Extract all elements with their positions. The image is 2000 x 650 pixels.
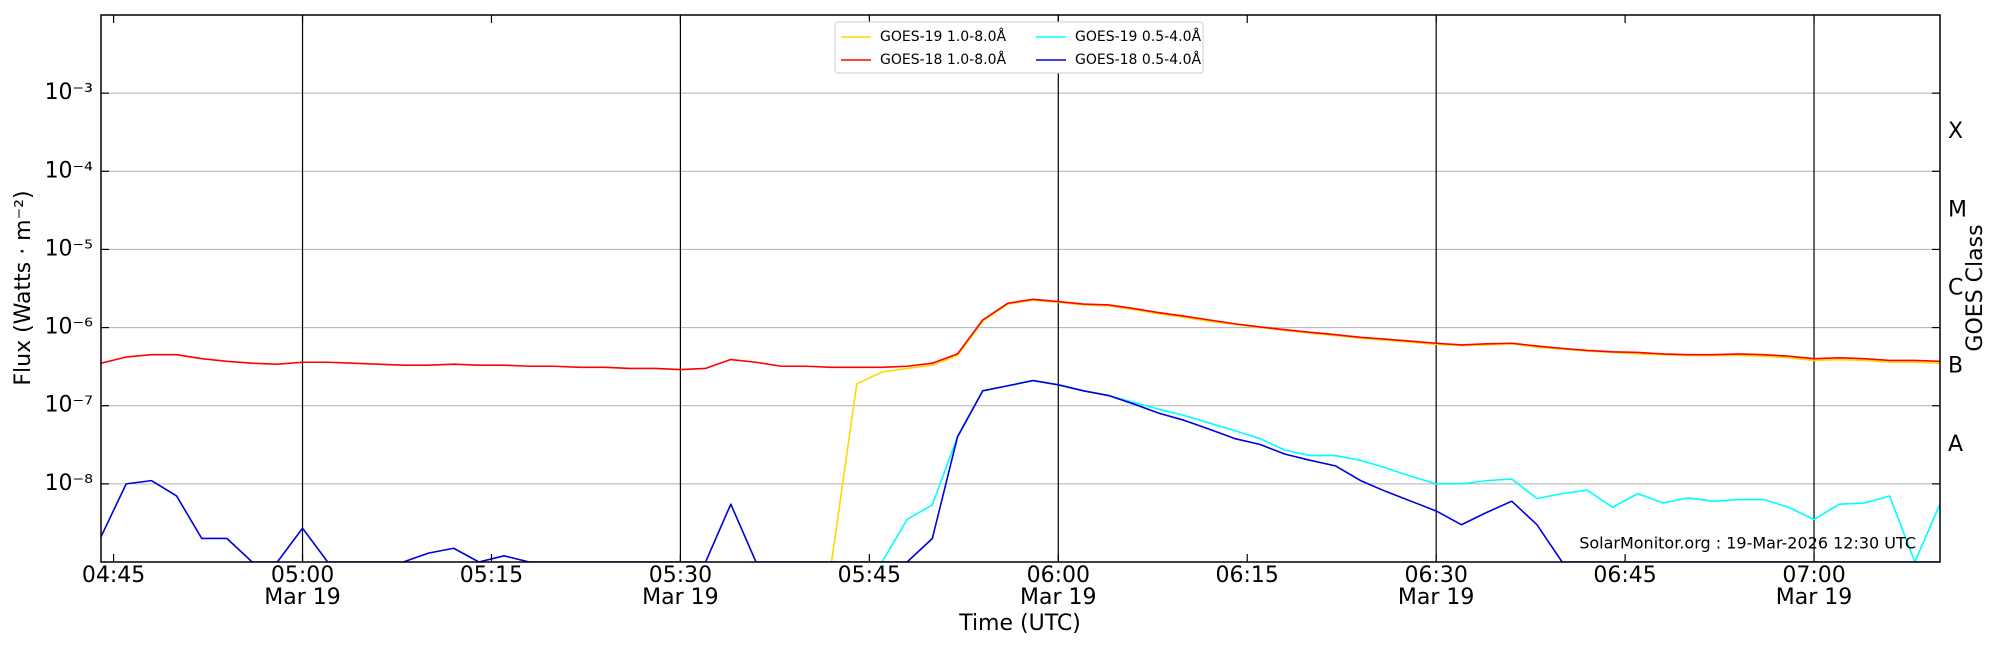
x-tick-label: 06:45 (1593, 563, 1656, 588)
legend-label: GOES-18 0.5-4.0Å (1075, 51, 1201, 68)
y2-tick-label: B (1948, 354, 1963, 379)
series-line (101, 379, 1940, 562)
annotation: SolarMonitor.org : 19-Mar-2026 12:30 UTC (1579, 534, 1916, 553)
x-tick-label: 06:00 (1027, 563, 1090, 588)
legend-frame (834, 21, 1204, 74)
x-tick-label: 04:45 (82, 563, 145, 588)
legend: GOES-19 1.0-8.0Å GOES-18 1.0-8.0Å GOES-19 … (834, 21, 1204, 74)
y-tick-label: 10⁻⁸ (45, 471, 94, 496)
y2-tick-label: M (1948, 197, 1967, 222)
x-tick-label: Mar 19 (1020, 585, 1097, 610)
legend-label: GOES-19 1.0-8.0Å (880, 28, 1006, 45)
legend-label: GOES-18 1.0-8.0Å (880, 51, 1006, 68)
x-tick-label: 05:30 (649, 563, 712, 588)
x-tick-label: 05:15 (460, 563, 523, 588)
y-tick-label: 10⁻⁷ (45, 393, 93, 418)
y2-axis-label: GOES Class (1963, 224, 1988, 351)
plot-frame (100, 14, 1941, 563)
x-axis-label: Time (UTC) (958, 611, 1081, 636)
series-line (830, 299, 1940, 562)
y-tick-label: 10⁻⁵ (45, 236, 93, 261)
x-tick-label: Mar 19 (1398, 585, 1475, 610)
y2-tick-label: A (1948, 432, 1963, 457)
plot-lines (101, 298, 1940, 562)
y2-tick-label: C (1948, 276, 1963, 301)
x-tick-label: 05:45 (838, 563, 901, 588)
x-tick-label: Mar 19 (642, 585, 719, 610)
y-axis-label: Flux (Watts · m⁻²) (11, 190, 36, 385)
y-tick-label: 10⁻⁶ (45, 315, 94, 340)
x-tick-label: 06:30 (1404, 563, 1467, 588)
x-tick-label: 06:15 (1216, 563, 1279, 588)
y-tick-label: 10⁻⁴ (45, 158, 94, 183)
x-tick-label: Mar 19 (1776, 585, 1853, 610)
x-tick-label: 05:00 (271, 563, 334, 588)
legend-label: GOES-19 0.5-4.0Å (1075, 28, 1201, 45)
x-tick-label: 07:00 (1782, 563, 1845, 588)
y-tick-label: 10⁻³ (45, 80, 93, 105)
x-tick-label: Mar 19 (264, 585, 341, 610)
y2-tick-label: X (1948, 119, 1963, 144)
grid (101, 15, 1940, 562)
series-line (101, 298, 1940, 371)
